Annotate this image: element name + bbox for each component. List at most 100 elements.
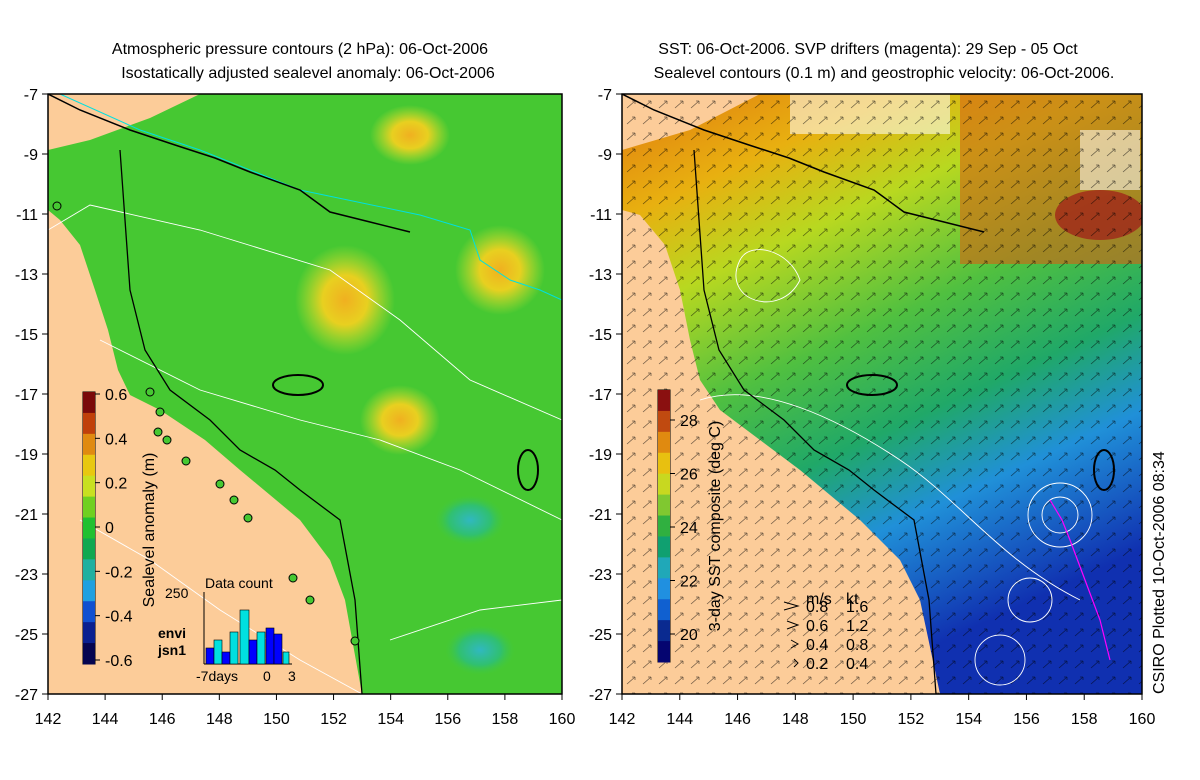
colorbar-swatch	[83, 517, 95, 539]
left-axes: -7 -9 -11 -13 -15 -17 -19 -21 -23 -25 -27 142 144 146…	[15, 87, 576, 728]
y-tick-label: -27	[15, 687, 38, 704]
anomaly-high	[360, 385, 440, 455]
x-tick-label: 156	[434, 711, 461, 728]
sealevel-contour	[1041, 496, 1079, 534]
colorbar-swatch	[658, 452, 670, 475]
right-colorbar-swatches	[658, 390, 670, 663]
colorbar-swatch	[83, 496, 95, 519]
data-count-inset: Data count 250 -7days 0 3 envi jsn1	[157, 575, 296, 684]
colorbar-tick-label: 24	[680, 520, 698, 537]
y-tick-label: -19	[15, 447, 38, 464]
right-colorbar	[657, 389, 671, 663]
pressure-contour	[99, 339, 562, 521]
reef	[517, 449, 539, 491]
left-colorbar-label: Sealevel anomaly (m)	[141, 453, 158, 608]
x-tick-label: 148	[206, 711, 233, 728]
y-tick-label: -21	[15, 507, 38, 524]
x-tick-label: 150	[263, 711, 290, 728]
x-tick-label: 146	[724, 711, 751, 728]
velocity-arrow-sample	[790, 639, 800, 649]
sealevel-contour	[699, 394, 1081, 601]
sealevel-contour	[735, 249, 801, 303]
sealevel-contour	[1007, 577, 1053, 623]
data-count-ymax: 250	[165, 585, 189, 601]
x-tick-label: 150	[840, 711, 867, 728]
plotted-stamp: CSIRO Plotted 10-Oct-2006 08:34	[1151, 451, 1168, 694]
velocity-legend-kt: 1.6	[846, 599, 868, 616]
svp-drifter-track	[1049, 499, 1111, 661]
x-tick-label: 154	[377, 711, 404, 728]
velocity-legend-ms: 0.6	[806, 618, 828, 635]
coastline	[48, 94, 411, 233]
velocity-legend-ms: 0.8	[806, 599, 828, 616]
velocity-legend-kt: 1.2	[846, 618, 868, 635]
colorbar-tick-label: 0	[105, 520, 114, 537]
velocity-legend-ms: 0.2	[806, 656, 828, 673]
left-colorbar	[82, 391, 96, 665]
y-tick-label: -21	[589, 507, 612, 524]
y-tick-label: -19	[589, 447, 612, 464]
x-tick-label: 152	[898, 711, 925, 728]
colorbar-swatch	[658, 641, 670, 663]
colorbar-swatch	[83, 601, 95, 623]
colorbar-swatch	[658, 515, 670, 537]
y-tick-label: -27	[589, 687, 612, 704]
y-tick-label: -25	[589, 627, 612, 644]
shelf-edge	[119, 149, 363, 694]
y-tick-label: -7	[598, 87, 612, 104]
y-tick-label: -9	[24, 147, 38, 164]
data-count-x-zero: 0	[263, 668, 271, 684]
y-tick-label: -17	[589, 387, 612, 404]
colorbar-swatch	[83, 412, 95, 435]
reef	[272, 374, 324, 396]
x-tick-label: 144	[92, 711, 119, 728]
sealevel-contour	[1027, 482, 1093, 548]
left-title-line2: Isostatically adjusted sealevel anomaly:…	[121, 65, 495, 82]
anomaly-low	[435, 495, 505, 545]
velocity-legend-kt: 0.4	[846, 656, 868, 673]
velocity-legend-kt: 0.8	[846, 637, 868, 654]
colorbar-swatch	[658, 390, 670, 412]
mission-jsn1: jsn1	[157, 642, 186, 658]
velocity-arrow-sample	[783, 601, 800, 611]
x-tick-label: 160	[1129, 711, 1156, 728]
velocity-legend-header-kt: kt	[846, 591, 859, 608]
anomaly-high	[455, 225, 545, 315]
colorbar-swatch	[83, 559, 95, 581]
colorbar-tick-label: 0.2	[105, 476, 127, 493]
colorbar-swatch	[658, 557, 670, 579]
data-count-bars	[205, 609, 290, 665]
velocity-legend: m/s kt 0.8 1.6 0.6 1.2 0.4 0.8 0.2 0.4	[783, 591, 868, 673]
pressure-contour	[389, 599, 562, 641]
x-tick-label: 152	[320, 711, 347, 728]
y-tick-label: -23	[15, 567, 38, 584]
x-tick-label: 160	[549, 711, 576, 728]
colorbar-swatch	[83, 538, 95, 560]
data-count-title: Data count	[205, 575, 273, 591]
colorbar-tick-label: 0.4	[105, 431, 127, 448]
left-colorbar-ticks: 0.6 0.4 0.2 0 -0.2 -0.4 -0.6	[95, 387, 133, 670]
tide-gauges	[52, 201, 360, 646]
colorbar-swatch	[658, 578, 670, 600]
anomaly-high	[295, 245, 395, 355]
colorbar-swatch	[658, 431, 670, 454]
pressure-contour	[79, 519, 363, 694]
velocity-legend-ms: 0.4	[806, 637, 828, 654]
colorbar-swatch	[83, 622, 95, 644]
colorbar-swatch	[658, 536, 670, 558]
colorbar-tick-label: -0.4	[105, 609, 133, 626]
y-tick-label: -11	[16, 207, 38, 224]
x-tick-label: 154	[955, 711, 982, 728]
y-tick-label: -13	[589, 267, 612, 284]
y-tick-label: -9	[598, 147, 612, 164]
colorbar-swatch	[658, 410, 670, 433]
coastline	[622, 94, 985, 233]
reef	[1093, 449, 1115, 491]
colorbar-swatch	[83, 580, 95, 602]
colorbar-tick-label: 28	[680, 413, 698, 430]
x-tick-label: 142	[609, 711, 636, 728]
velocity-arrow-sample	[786, 620, 800, 630]
colorbar-tick-label: 20	[680, 627, 698, 644]
y-tick-label: -7	[24, 87, 38, 104]
